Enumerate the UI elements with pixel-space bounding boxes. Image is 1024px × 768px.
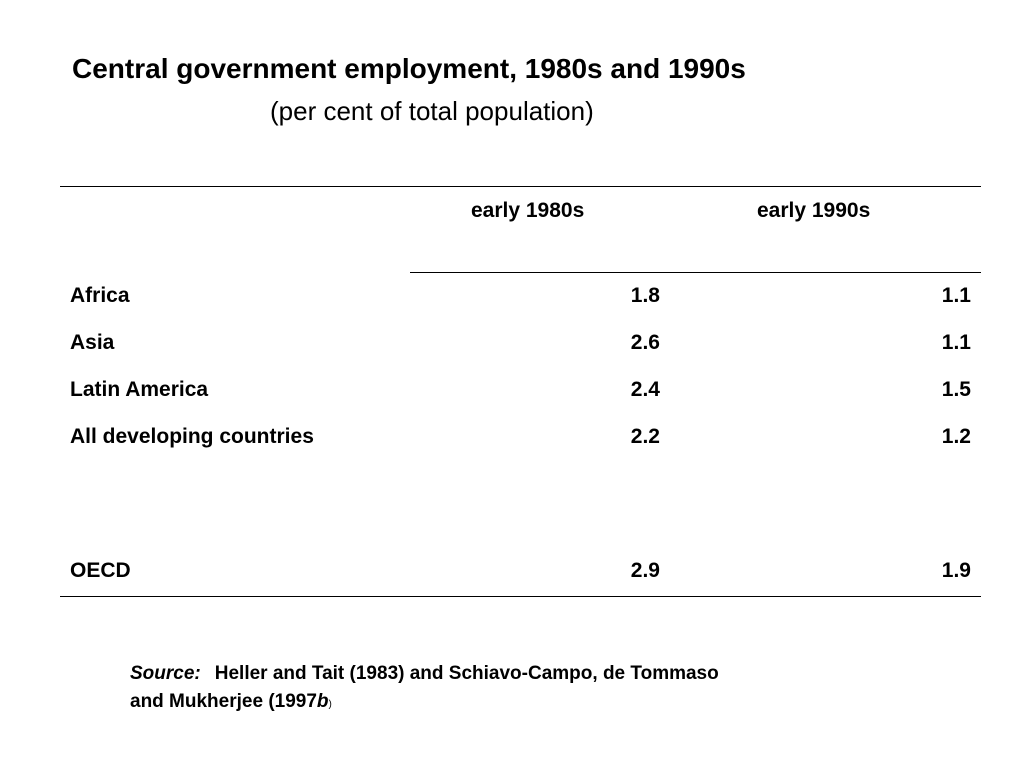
column-header-early-1980s: early 1980s [471,199,585,222]
row-label: OECD [70,559,131,582]
cell-early-1990s: 1.5 [941,378,971,401]
source-note: Source: Heller and Tait (1983) and Schiav… [130,660,750,719]
source-closing-paren: ) [328,699,332,710]
table-row: OECD 2.9 1.9 [0,556,1024,586]
cell-early-1980s: 2.2 [630,425,660,448]
cell-early-1980s: 2.4 [630,378,660,401]
source-text: Heller and Tait (1983) and Schiavo-Campo… [130,663,719,712]
column-header-rule [410,272,981,273]
cell-early-1980s: 2.6 [630,331,660,354]
row-label: Asia [70,331,115,354]
page-title: Central government employment, 1980s and… [72,53,746,84]
row-label: All developing countries [70,425,314,448]
cell-early-1990s: 1.1 [941,284,971,307]
page-subtitle: (per cent of total population) [270,96,594,126]
table-row: Africa 1.8 1.1 [0,281,1024,311]
source-year-suffix: b [316,691,329,712]
cell-early-1980s: 2.9 [630,559,660,582]
table-row: Asia 2.6 1.1 [0,328,1024,358]
row-label: Latin America [70,378,209,401]
row-label: Africa [70,284,130,307]
column-header-early-1990s: early 1990s [757,199,871,222]
table-row: All developing countries 2.2 1.2 [0,422,1024,452]
cell-early-1990s: 1.9 [941,559,971,582]
cell-early-1980s: 1.8 [630,284,660,307]
table-row: Latin America 2.4 1.5 [0,375,1024,405]
cell-early-1990s: 1.2 [941,425,971,448]
table-bottom-rule [60,596,981,597]
table-top-rule [60,186,981,187]
source-label: Source: [130,663,201,684]
cell-early-1990s: 1.1 [941,331,971,354]
